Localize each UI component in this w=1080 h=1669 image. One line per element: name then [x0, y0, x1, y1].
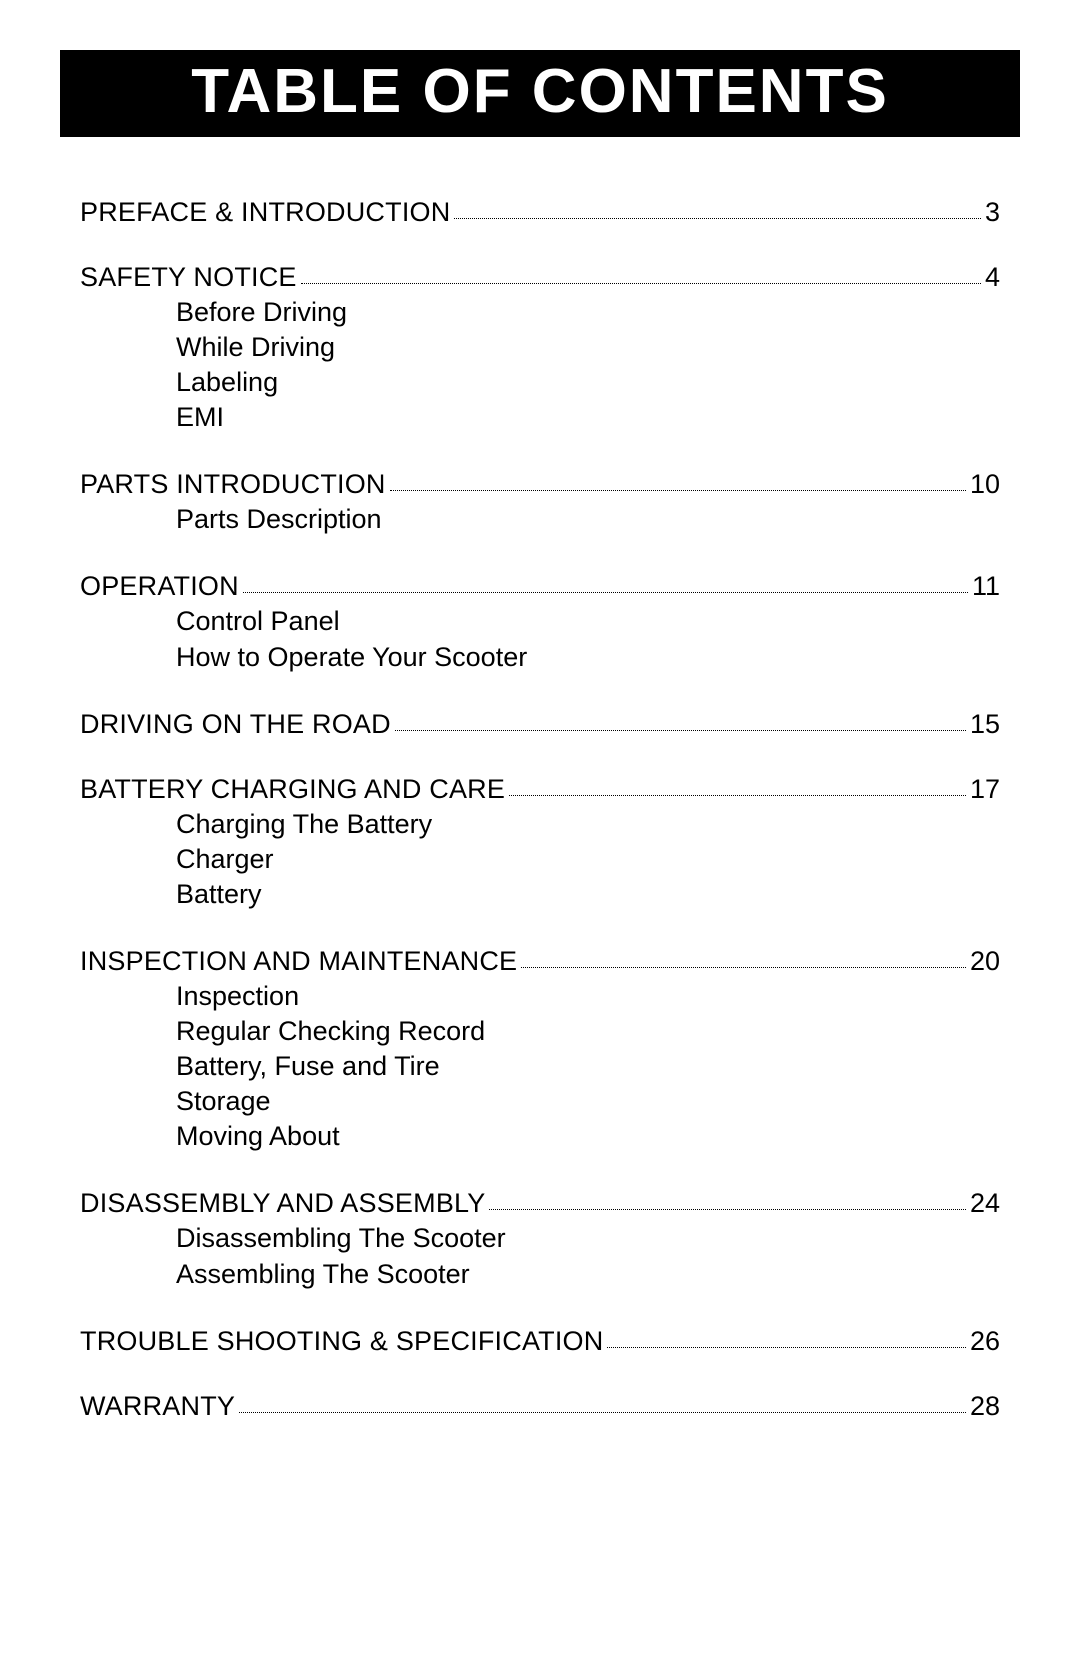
toc-leader: [243, 592, 968, 593]
toc-section: INSPECTION AND MAINTENANCE 20InspectionRe…: [80, 946, 1000, 1154]
toc-heading: SAFETY NOTICE: [80, 262, 297, 293]
toc-heading: WARRANTY: [80, 1391, 235, 1422]
toc-subitems: Charging The BatteryChargerBattery: [176, 807, 1000, 912]
toc-section: PARTS INTRODUCTION 10Parts Description: [80, 469, 1000, 537]
toc-heading-row: SAFETY NOTICE 4: [80, 262, 1000, 293]
toc-heading: DRIVING ON THE ROAD: [80, 709, 391, 740]
toc-subitems: InspectionRegular Checking RecordBattery…: [176, 979, 1000, 1154]
toc-leader: [509, 795, 966, 796]
toc-section: BATTERY CHARGING AND CARE 17Charging The …: [80, 774, 1000, 912]
toc-subitem: Battery, Fuse and Tire: [176, 1049, 1000, 1084]
toc-leader: [239, 1412, 966, 1413]
toc-heading-row: PREFACE & INTRODUCTION 3: [80, 197, 1000, 228]
toc-heading-row: TROUBLE SHOOTING & SPECIFICATION 26: [80, 1326, 1000, 1357]
toc-section: TROUBLE SHOOTING & SPECIFICATION 26: [80, 1326, 1000, 1357]
toc-leader: [521, 967, 966, 968]
toc-page-number: 4: [985, 262, 1000, 293]
toc-subitems: Parts Description: [176, 502, 1000, 537]
toc-heading-row: OPERATION 11: [80, 571, 1000, 602]
toc-heading-row: WARRANTY 28: [80, 1391, 1000, 1422]
toc-section: WARRANTY 28: [80, 1391, 1000, 1422]
toc-heading: PREFACE & INTRODUCTION: [80, 197, 450, 228]
toc-heading: TROUBLE SHOOTING & SPECIFICATION: [80, 1326, 603, 1357]
toc-subitem: Before Driving: [176, 295, 1000, 330]
toc-page-number: 11: [972, 571, 1000, 602]
toc-subitem: While Driving: [176, 330, 1000, 365]
toc-section: DISASSEMBLY AND ASSEMBLY 24Disassembling …: [80, 1188, 1000, 1291]
toc-subitem: Battery: [176, 877, 1000, 912]
toc-subitem: Moving About: [176, 1119, 1000, 1154]
toc-subitem: Storage: [176, 1084, 1000, 1119]
page-title: TABLE OF CONTENTS: [60, 50, 1020, 137]
toc-section: OPERATION 11Control PanelHow to Operate Y…: [80, 571, 1000, 674]
toc-heading: DISASSEMBLY AND ASSEMBLY: [80, 1188, 485, 1219]
toc-subitem: Parts Description: [176, 502, 1000, 537]
toc-heading-row: DISASSEMBLY AND ASSEMBLY 24: [80, 1188, 1000, 1219]
toc-subitem: Inspection: [176, 979, 1000, 1014]
toc-heading-row: DRIVING ON THE ROAD 15: [80, 709, 1000, 740]
toc-subitem: Regular Checking Record: [176, 1014, 1000, 1049]
toc-leader: [301, 283, 981, 284]
toc-heading: OPERATION: [80, 571, 239, 602]
toc-heading: BATTERY CHARGING AND CARE: [80, 774, 505, 805]
toc-leader: [390, 490, 966, 491]
toc-subitem: Charging The Battery: [176, 807, 1000, 842]
toc-subitem: Assembling The Scooter: [176, 1257, 1000, 1292]
toc-page-number: 24: [970, 1188, 1000, 1219]
toc-heading: INSPECTION AND MAINTENANCE: [80, 946, 517, 977]
toc-page-number: 15: [970, 709, 1000, 740]
toc-leader: [489, 1209, 965, 1210]
toc-subitem: How to Operate Your Scooter: [176, 640, 1000, 675]
toc-leader: [607, 1347, 965, 1348]
toc-page-number: 17: [970, 774, 1000, 805]
toc-subitem: Control Panel: [176, 604, 1000, 639]
toc-subitem: Charger: [176, 842, 1000, 877]
toc-subitem: Disassembling The Scooter: [176, 1221, 1000, 1256]
toc-subitem: EMI: [176, 400, 1000, 435]
toc-leader: [454, 218, 981, 219]
table-of-contents: PREFACE & INTRODUCTION 3 SAFETY NOTICE 4Bef…: [60, 197, 1020, 1422]
toc-section: DRIVING ON THE ROAD 15: [80, 709, 1000, 740]
toc-subitems: Disassembling The ScooterAssembling The …: [176, 1221, 1000, 1291]
toc-subitem: Labeling: [176, 365, 1000, 400]
toc-section: PREFACE & INTRODUCTION 3: [80, 197, 1000, 228]
toc-leader: [395, 730, 966, 731]
toc-heading-row: BATTERY CHARGING AND CARE 17: [80, 774, 1000, 805]
toc-subitems: Control PanelHow to Operate Your Scooter: [176, 604, 1000, 674]
toc-page-number: 20: [970, 946, 1000, 977]
toc-subitems: Before DrivingWhile DrivingLabelingEMI: [176, 295, 1000, 435]
toc-page-number: 3: [985, 197, 1000, 228]
toc-page-number: 28: [970, 1391, 1000, 1422]
toc-page-number: 26: [970, 1326, 1000, 1357]
toc-heading-row: PARTS INTRODUCTION 10: [80, 469, 1000, 500]
toc-page-number: 10: [970, 469, 1000, 500]
toc-section: SAFETY NOTICE 4Before DrivingWhile Drivin…: [80, 262, 1000, 435]
toc-heading: PARTS INTRODUCTION: [80, 469, 386, 500]
toc-heading-row: INSPECTION AND MAINTENANCE 20: [80, 946, 1000, 977]
